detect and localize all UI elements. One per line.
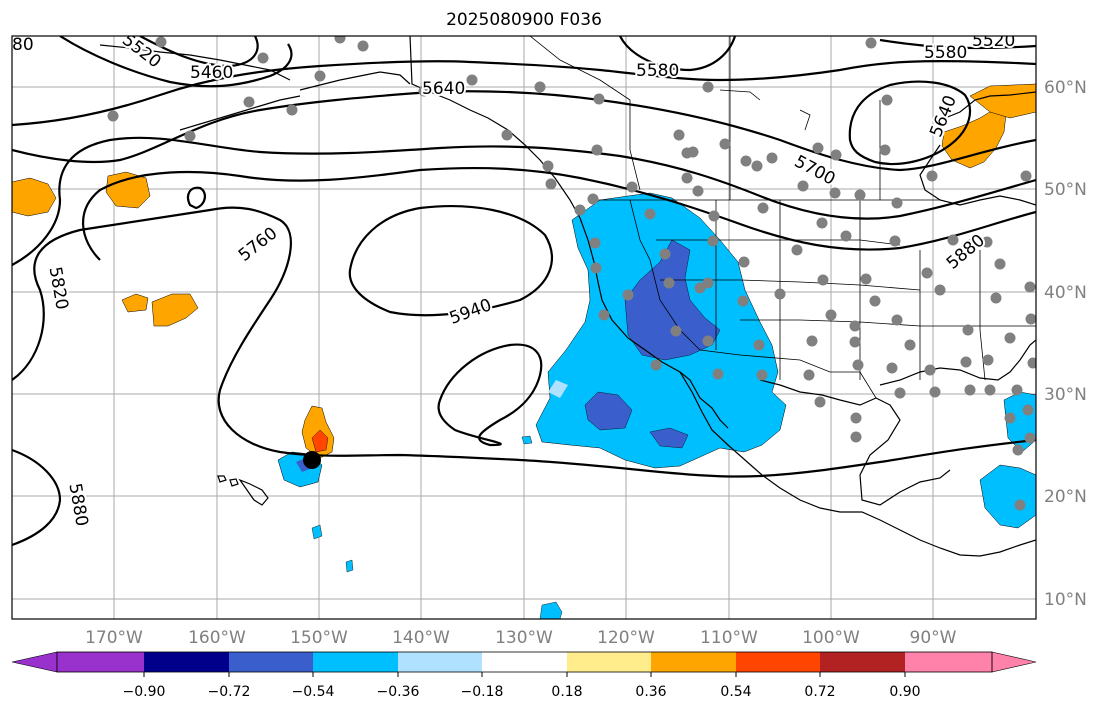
lat-label: 20°N (1044, 487, 1087, 507)
contour-label: 5580 (924, 43, 967, 63)
lat-label: 30°N (1044, 385, 1087, 405)
lon-label: 160°W (188, 628, 246, 648)
anomaly-shading (12, 83, 1036, 619)
lon-label: 140°W (392, 628, 450, 648)
lat-label: 40°N (1044, 283, 1087, 303)
lon-label: 120°W (597, 628, 655, 648)
lat-label: 10°N (1044, 590, 1087, 610)
contour-label: 5460 (190, 63, 233, 83)
contour-label: 5520 (972, 31, 1015, 51)
colorbar-segment (905, 652, 992, 672)
colorbar-tick-label: −0.36 (377, 684, 420, 700)
height-contours (12, 36, 1036, 547)
lat-label: 50°N (1044, 180, 1087, 200)
latitude-labels: 60°N 50°N 40°N 30°N 20°N 10°N (1044, 78, 1087, 610)
colorbar-extend-high (991, 651, 1037, 673)
colorbar-extend-low (11, 651, 58, 673)
colorbar-tick-label: 0.90 (889, 684, 920, 700)
colorbar-tick-label: −0.54 (292, 684, 335, 700)
station-markers (107, 36, 1036, 511)
colorbar-tick-label: 0.36 (635, 684, 666, 700)
colorbar-segment (820, 652, 905, 672)
colorbar-tick-label: −0.18 (461, 684, 504, 700)
colorbar-tick-label: 0.54 (720, 684, 751, 700)
colorbar-segment (57, 652, 144, 672)
target-location-marker (303, 451, 321, 469)
lon-label: 130°W (495, 628, 553, 648)
lat-label: 60°N (1044, 78, 1087, 98)
contour-label: 5580 (636, 61, 679, 81)
map-title: 2025080900 F036 (446, 10, 602, 30)
contour-label: 80 (12, 35, 34, 55)
colorbar-segment (482, 652, 567, 672)
colorbar-segment (736, 652, 820, 672)
colorbar: −0.90 −0.72 −0.54 −0.36 −0.18 0.18 0.36 … (11, 651, 1037, 700)
longitude-labels: 170°W 160°W 150°W 140°W 130°W 120°W 110°… (85, 628, 957, 648)
colorbar-tick-label: 0.18 (551, 684, 582, 700)
lon-label: 90°W (910, 628, 957, 648)
colorbar-segment (313, 652, 398, 672)
graticule (12, 36, 1036, 619)
colorbar-tick-label: 0.72 (804, 684, 835, 700)
colorbar-segment (567, 652, 651, 672)
lon-label: 110°W (700, 628, 758, 648)
colorbar-segment (398, 652, 482, 672)
lon-label: 170°W (85, 628, 143, 648)
colorbar-segment (651, 652, 736, 672)
contour-label: 5640 (422, 79, 465, 99)
lon-label: 150°W (290, 628, 348, 648)
colorbar-segment (229, 652, 313, 672)
lon-label: 100°W (802, 628, 860, 648)
colorbar-tick-label: −0.72 (208, 684, 251, 700)
coastlines (99, 36, 1036, 557)
map-frame (11, 35, 1037, 620)
colorbar-tick-label: −0.90 (123, 684, 166, 700)
colorbar-segment (144, 652, 229, 672)
